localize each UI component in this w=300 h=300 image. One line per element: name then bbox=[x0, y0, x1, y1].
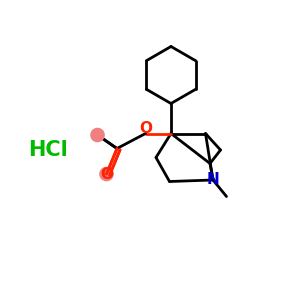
Circle shape bbox=[91, 128, 104, 142]
Text: HCl: HCl bbox=[28, 140, 68, 160]
Text: O: O bbox=[100, 167, 114, 182]
Text: O: O bbox=[139, 121, 152, 136]
Circle shape bbox=[100, 167, 113, 181]
Text: N: N bbox=[207, 172, 219, 188]
